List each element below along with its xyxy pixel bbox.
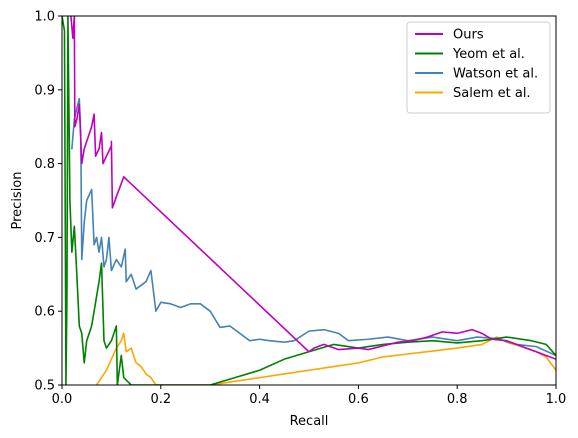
x-tick-label: 0.6 (348, 392, 369, 407)
series-line-watson-et-al (71, 97, 556, 357)
y-tick-label: 0.9 (34, 83, 55, 98)
x-tick-label: 0.2 (150, 392, 171, 407)
x-tick-label: 1.0 (546, 392, 567, 407)
series-line-ours (70, 16, 556, 360)
x-tick-label: 0.0 (52, 392, 73, 407)
y-tick-label: 1.0 (34, 10, 55, 25)
y-tick-label: 0.7 (34, 231, 55, 246)
legend-label-watson-et-al: Watson et al. (453, 67, 538, 82)
y-tick-label: 0.5 (34, 379, 55, 394)
legend-label-ours: Ours (453, 28, 484, 43)
legend-label-salem-et-al: Salem et al. (453, 86, 531, 101)
x-tick-label: 0.8 (447, 392, 468, 407)
y-tick-label: 0.8 (34, 157, 55, 172)
y-tick-label: 0.6 (34, 305, 55, 320)
x-tick-label: 0.4 (249, 392, 270, 407)
plot-frame (61, 15, 557, 386)
legend-label-yeom-et-al: Yeom et al. (452, 47, 525, 62)
series-layer (62, 16, 556, 385)
x-axis-title: Recall (290, 414, 329, 429)
x-axis: 0.0 0.2 0.4 0.6 0.8 1.0 (52, 385, 567, 407)
y-axis: 0.5 0.6 0.7 0.8 0.9 1.0 (34, 10, 62, 394)
legend: Ours Yeom et al. Watson et al. Salem et al. (406, 21, 551, 114)
y-axis-title: Precision (10, 171, 25, 229)
series-line-yeom-et-al (62, 16, 556, 385)
legend-box (406, 21, 551, 114)
